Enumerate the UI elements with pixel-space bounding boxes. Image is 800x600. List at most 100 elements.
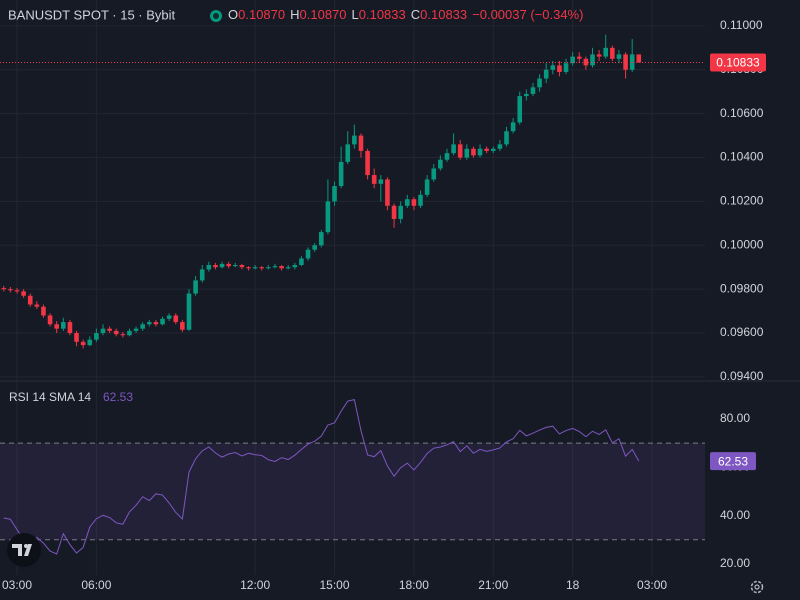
candle-body (517, 96, 523, 123)
candle-body (186, 293, 192, 330)
y-tick-label: 20.00 (720, 556, 750, 570)
close-value: 0.10833 (420, 7, 467, 22)
symbol-title: BANUSDT SPOT · 15 · Bybit (8, 7, 176, 22)
candle-body (80, 341, 86, 346)
x-tick-label: 18:00 (399, 578, 429, 592)
candle-body (199, 269, 205, 281)
candle-body (537, 78, 542, 88)
candle-body (477, 148, 483, 156)
change-value: −0.00037 (−0.34%) (472, 7, 583, 22)
logo[interactable] (7, 533, 41, 567)
x-tick-label: 21:00 (478, 578, 508, 592)
rsi-badge-label: 62.53 (718, 454, 748, 468)
candle-body (252, 267, 258, 269)
axes: 03:00 06:00 12:00 15:00 18:00 21:00 18 03:00 0.0… (2, 18, 766, 592)
candle-body (94, 333, 99, 340)
candle-body (378, 179, 384, 184)
open-label: O (228, 7, 238, 22)
plot (0, 34, 705, 555)
candle-body (305, 249, 311, 259)
candle-body (206, 265, 212, 270)
candle-body (431, 168, 437, 180)
y-tick-label: 80.00 (720, 411, 750, 425)
candle-body (318, 232, 324, 246)
y-tick-label: 0.10000 (720, 237, 764, 251)
candle-body (398, 205, 403, 219)
rsi-badge (710, 452, 756, 471)
candle-body (8, 289, 13, 291)
candle-body (464, 148, 470, 158)
settings-icon[interactable] (750, 580, 764, 594)
candle-body (173, 315, 179, 323)
candle-body (490, 148, 496, 151)
open-value: 0.10870 (238, 7, 285, 22)
candle-body (266, 267, 271, 269)
y-tick-label: 0.11000 (720, 18, 763, 32)
candle-body (543, 69, 549, 79)
x-tick-label: 03:00 (637, 578, 667, 592)
candle-body (444, 153, 450, 160)
candle-body (47, 315, 53, 325)
logo-dot (24, 544, 28, 548)
candle-body (213, 265, 218, 268)
candle-body (563, 63, 569, 72)
candle-body (279, 266, 284, 269)
candle-body (623, 54, 628, 70)
candle-body (636, 54, 642, 63)
candle-body (371, 175, 377, 184)
candle-body (557, 65, 562, 72)
candle-body (166, 315, 172, 319)
candle-body (120, 334, 126, 336)
candle-body (299, 258, 304, 266)
candle-body (550, 65, 556, 70)
candle-body (133, 328, 139, 331)
candle-body (325, 201, 331, 233)
candle-body (100, 328, 106, 334)
x-tick-label: 06:00 (81, 578, 111, 592)
candle-body (358, 135, 364, 151)
candle-body (504, 131, 509, 145)
logo-bg (7, 533, 41, 567)
candle-body (140, 324, 145, 329)
x-tick-label: 15:00 (320, 578, 350, 592)
candle-body (438, 159, 443, 169)
candle-body (471, 148, 476, 156)
candle-body (570, 56, 575, 64)
candle-body (127, 330, 132, 336)
rsi-band (0, 443, 705, 540)
grid (0, 0, 705, 575)
candle-body (338, 161, 344, 187)
close-label: C (411, 7, 420, 22)
y-tick-label: 40.00 (720, 508, 750, 522)
candle-body (424, 179, 430, 195)
candle-body (74, 333, 79, 342)
candle-body (34, 304, 40, 307)
candle-body (590, 54, 595, 66)
y-tick-label: 0.09800 (720, 281, 764, 295)
candle-body (411, 199, 417, 206)
candle-body (510, 122, 516, 132)
x-tick-label: 18 (566, 578, 580, 592)
candle-body (232, 265, 238, 267)
candle-body (219, 263, 225, 268)
gear-inner (754, 584, 760, 590)
candle-body (391, 205, 397, 219)
candle-body (160, 318, 165, 325)
candle-body (246, 267, 251, 269)
y-tick-label: 0.10200 (720, 194, 764, 208)
candle-body (226, 263, 231, 267)
y-tick-label: 0.10600 (720, 106, 764, 120)
candle-body (107, 328, 112, 331)
candle-body (67, 322, 73, 334)
candle-body (385, 179, 390, 206)
y-tick-label: 0.10400 (720, 150, 764, 164)
candle-body (345, 144, 351, 162)
y-tick-label: 0.09600 (720, 325, 764, 339)
candle-body (54, 324, 59, 329)
candle-body (87, 339, 93, 346)
candle-body (365, 150, 370, 176)
candle-body (418, 194, 423, 206)
low-label: L (352, 7, 359, 22)
